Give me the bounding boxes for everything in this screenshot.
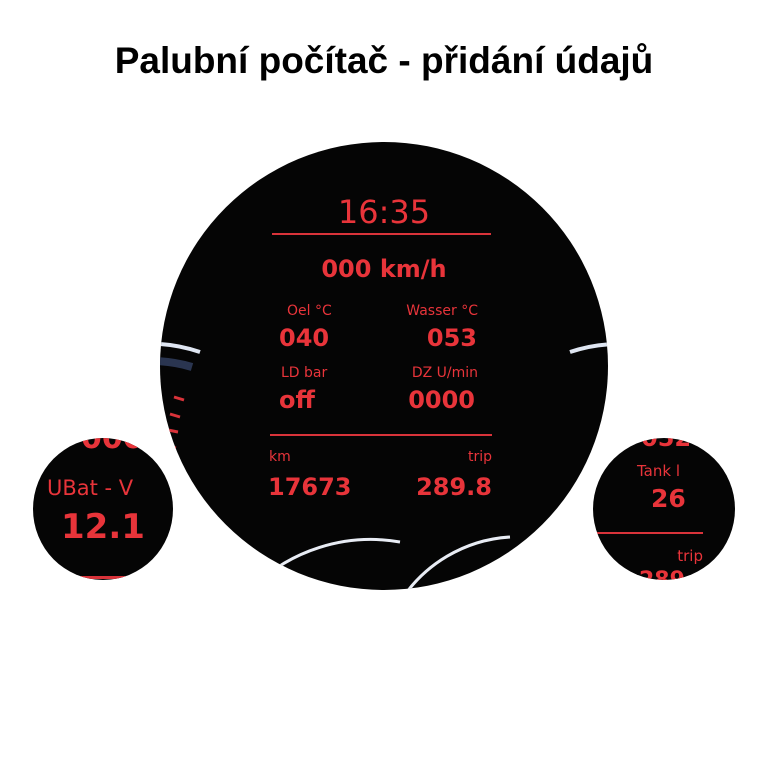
- fuel-tank-value: 26: [651, 484, 686, 513]
- water-temp-label: Wasser °C: [406, 303, 478, 319]
- rpm-label: DZ U/min: [411, 365, 478, 381]
- trip-label: trip: [467, 449, 492, 465]
- fuel-tank-label: Tank l: [637, 462, 681, 480]
- divider-top: [272, 233, 491, 235]
- partial-bottom-value: 289: [639, 570, 685, 581]
- boost-value: off: [279, 386, 315, 414]
- divider: [63, 576, 153, 579]
- partial-top-value: 000: [81, 438, 144, 456]
- battery-voltage-value: 12.1: [61, 507, 145, 547]
- odometer-label: km: [269, 449, 291, 465]
- gauge-arcs: [160, 341, 608, 590]
- trip-label: trip: [677, 547, 703, 565]
- main-display-zoom: 16:35 000 km/h Oel °C 040 Wasser °C 053 …: [160, 142, 608, 590]
- page-title: Palubní počítač - přidání údajů: [114, 40, 654, 81]
- partial-top-value: 052: [641, 438, 692, 452]
- battery-voltage-zoom: 000 UBat - V 12.1: [33, 438, 173, 580]
- odometer-value: 17673: [268, 473, 352, 501]
- divider: [593, 532, 703, 534]
- fuel-tank-zoom: 052 Tank l 26 trip 289: [593, 438, 735, 580]
- battery-voltage-label: UBat - V: [47, 476, 134, 500]
- water-temp-value: 053: [426, 324, 477, 352]
- clock: 16:35: [337, 193, 431, 231]
- trip-value: 289.8: [416, 473, 492, 501]
- oil-temp-value: 040: [279, 324, 330, 352]
- divider-bottom: [270, 434, 492, 436]
- oil-temp-label: Oel °C: [287, 303, 332, 319]
- speed-readout: 000 km/h: [321, 255, 447, 283]
- boost-label: LD bar: [281, 365, 328, 381]
- rpm-value: 0000: [408, 386, 475, 414]
